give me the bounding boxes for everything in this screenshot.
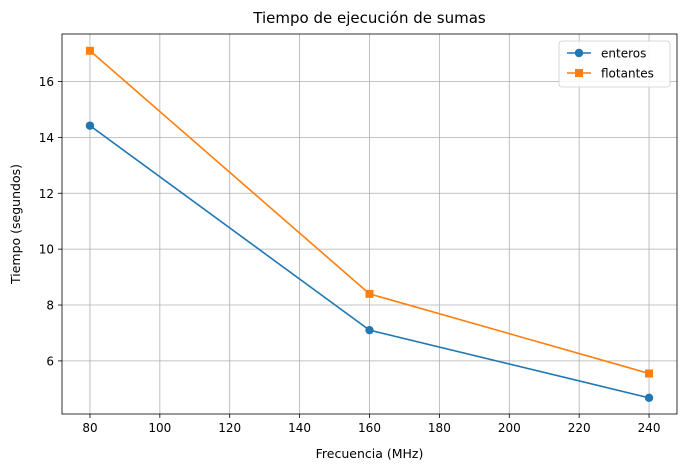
y-axis-ticks: 6 8 10 12 14 16 <box>39 75 62 368</box>
x-tick-label: 220 <box>568 421 591 435</box>
x-tick-label: 200 <box>498 421 521 435</box>
y-tick-label: 10 <box>39 243 54 257</box>
x-tick-label: 240 <box>638 421 661 435</box>
chart-title: Tiempo de ejecución de sumas <box>252 9 486 27</box>
legend-label-flotantes: flotantes <box>601 67 654 81</box>
x-tick-label: 100 <box>148 421 171 435</box>
data-point-flotantes <box>365 289 374 298</box>
y-axis-label: Tiempo (segundos) <box>8 164 23 285</box>
legend-label-enteros: enteros <box>601 47 646 61</box>
x-tick-label: 80 <box>82 421 97 435</box>
y-tick-label: 6 <box>46 354 54 368</box>
data-point-flotantes <box>85 46 94 55</box>
y-tick-label: 8 <box>46 299 54 313</box>
legend-marker-enteros <box>574 48 584 58</box>
grid-lines <box>62 34 677 414</box>
x-axis-label: Frecuencia (MHz) <box>316 446 424 461</box>
x-tick-label: 120 <box>218 421 241 435</box>
data-point-enteros <box>644 393 654 402</box>
data-point-enteros <box>365 325 374 335</box>
x-tick-label: 140 <box>288 421 311 435</box>
data-point-enteros <box>85 121 95 130</box>
series-layer <box>85 46 654 402</box>
data-point-flotantes <box>645 369 654 378</box>
x-tick-label: 160 <box>358 421 381 435</box>
legend-marker-flotantes <box>575 69 583 77</box>
y-tick-label: 14 <box>39 131 54 145</box>
legend: enteros flotantes <box>558 40 671 88</box>
y-tick-label: 16 <box>39 75 54 89</box>
y-tick-label: 12 <box>39 187 54 201</box>
x-axis-ticks: 80 100 120 140 160 180 200 220 240 <box>82 414 660 435</box>
x-tick-label: 180 <box>428 421 451 435</box>
